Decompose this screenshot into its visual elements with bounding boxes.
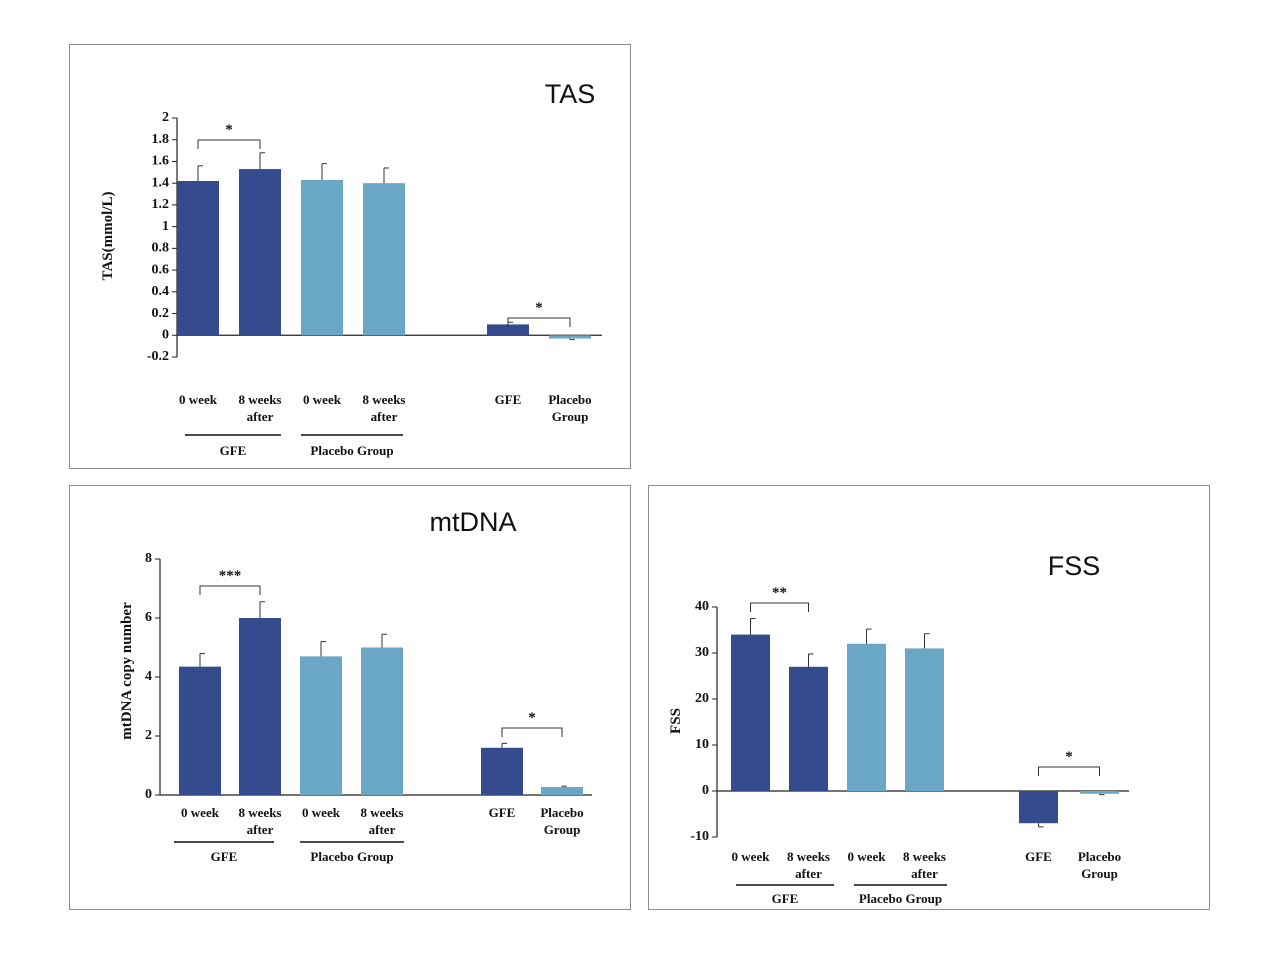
y-axis-label: mtDNA copy number bbox=[119, 602, 135, 740]
bar bbox=[300, 656, 342, 795]
y-tick-label: 40 bbox=[695, 599, 709, 614]
x-category-label: Placebo bbox=[1078, 849, 1121, 864]
y-tick-label: 2 bbox=[145, 728, 152, 743]
y-tick-label: 1.2 bbox=[152, 197, 170, 212]
significance-marker: ** bbox=[772, 585, 787, 601]
bar bbox=[1080, 791, 1119, 794]
y-tick-label: 0.2 bbox=[152, 306, 170, 321]
x-category-label: after bbox=[371, 409, 398, 424]
x-category-label: Placebo bbox=[540, 805, 583, 820]
x-category-label: 0 week bbox=[848, 849, 887, 864]
significance-marker: * bbox=[1065, 749, 1073, 765]
bar bbox=[363, 183, 405, 336]
y-tick-label: 4 bbox=[145, 669, 152, 684]
chart-title: mtDNA bbox=[430, 507, 517, 537]
bar bbox=[541, 787, 583, 795]
y-tick-label: 2 bbox=[162, 110, 169, 125]
bar bbox=[177, 181, 219, 336]
significance-bracket bbox=[750, 602, 809, 612]
mtdna-chart: mtDNA mtDNA copy number 8 6 4 2 0 0 week 8 weeks… bbox=[119, 507, 592, 864]
significance-bracket bbox=[1038, 766, 1100, 776]
group-label: Placebo Group bbox=[310, 443, 393, 458]
y-tick-label: 10 bbox=[695, 737, 709, 752]
x-category-label: 0 week bbox=[732, 849, 771, 864]
significance-marker: * bbox=[225, 122, 233, 138]
significance-marker: *** bbox=[219, 568, 242, 584]
x-category-label: 8 weeks bbox=[239, 805, 282, 820]
fss-chart: FSS FSS 40 30 20 10 0 -10 0 week 8 weeks after 0 we… bbox=[668, 551, 1129, 906]
y-tick-label: 20 bbox=[695, 691, 709, 706]
bar bbox=[905, 648, 944, 791]
group-label: GFE bbox=[220, 443, 247, 458]
y-tick-label: 8 bbox=[145, 551, 152, 566]
significance-marker: * bbox=[535, 300, 543, 316]
y-axis-label: TAS(mmol/L) bbox=[100, 192, 116, 281]
x-category-label: 0 week bbox=[302, 805, 341, 820]
group-label: Placebo Group bbox=[310, 849, 393, 864]
y-tick-label: 1.6 bbox=[152, 154, 170, 169]
x-category-label: after bbox=[795, 866, 822, 881]
x-category-label: 8 weeks bbox=[239, 392, 282, 407]
x-category-label: 0 week bbox=[303, 392, 342, 407]
bar bbox=[179, 666, 221, 795]
x-category-label: 8 weeks bbox=[363, 392, 406, 407]
x-category-label: after bbox=[247, 409, 274, 424]
y-tick-label: 0 bbox=[702, 783, 709, 798]
x-category-label: GFE bbox=[495, 392, 522, 407]
bar bbox=[549, 335, 591, 339]
bar bbox=[361, 647, 403, 795]
x-category-label: after bbox=[369, 822, 396, 837]
y-tick-label: 6 bbox=[145, 610, 152, 625]
y-tick-label: 0.4 bbox=[152, 284, 170, 299]
bar bbox=[481, 747, 523, 795]
y-tick-label: 0.8 bbox=[152, 241, 170, 256]
chart-title: FSS bbox=[1048, 551, 1101, 581]
x-category-label: 0 week bbox=[181, 805, 220, 820]
y-tick-label: 1.8 bbox=[152, 132, 170, 147]
significance-bracket bbox=[197, 139, 261, 149]
bar bbox=[301, 179, 343, 336]
x-category-label: GFE bbox=[1025, 849, 1052, 864]
y-tick-label: -10 bbox=[690, 829, 709, 844]
bar bbox=[487, 324, 529, 336]
tas-panel: TAS TAS(mmol/L) 2 1.8 1.6 1.4 1.2 1 0.8 0.6 0.4 0.2… bbox=[69, 44, 631, 469]
x-category-label: after bbox=[247, 822, 274, 837]
bar bbox=[731, 634, 770, 791]
chart-title: TAS bbox=[545, 79, 596, 109]
significance-bracket bbox=[199, 585, 261, 595]
group-label: GFE bbox=[211, 849, 238, 864]
y-tick-label: 1.4 bbox=[152, 175, 170, 190]
x-category-label: 8 weeks bbox=[361, 805, 404, 820]
bar bbox=[789, 666, 828, 791]
y-tick-label: 1 bbox=[162, 219, 169, 234]
x-category-label: Group bbox=[552, 409, 589, 424]
x-category-label: Group bbox=[1081, 866, 1118, 881]
x-category-label: Group bbox=[544, 822, 581, 837]
x-category-label: 8 weeks bbox=[903, 849, 946, 864]
significance-bracket bbox=[507, 317, 571, 327]
group-label: GFE bbox=[772, 891, 799, 906]
bar bbox=[239, 169, 281, 336]
y-tick-label: 0.6 bbox=[152, 262, 170, 277]
x-category-label: Placebo bbox=[548, 392, 591, 407]
significance-bracket bbox=[501, 727, 563, 737]
mtdna-panel: mtDNA mtDNA copy number 8 6 4 2 0 0 week 8 weeks… bbox=[69, 485, 631, 910]
bar bbox=[239, 618, 281, 795]
tas-chart: TAS TAS(mmol/L) 2 1.8 1.6 1.4 1.2 1 0.8 0.6 0.4 0.2… bbox=[100, 79, 602, 458]
x-category-label: after bbox=[911, 866, 938, 881]
y-tick-label: 0 bbox=[145, 787, 152, 802]
y-tick-label: 30 bbox=[695, 645, 709, 660]
significance-marker: * bbox=[528, 710, 536, 726]
y-axis-label: FSS bbox=[668, 708, 684, 734]
group-label: Placebo Group bbox=[859, 891, 942, 906]
x-category-label: 0 week bbox=[179, 392, 218, 407]
y-tick-label: -0.2 bbox=[147, 349, 169, 364]
x-category-label: GFE bbox=[489, 805, 516, 820]
bar bbox=[1019, 791, 1058, 824]
y-tick-label: 0 bbox=[162, 327, 169, 342]
bar bbox=[847, 643, 886, 791]
x-category-label: 8 weeks bbox=[787, 849, 830, 864]
fss-panel: FSS FSS 40 30 20 10 0 -10 0 week 8 weeks after 0 we… bbox=[648, 485, 1210, 910]
